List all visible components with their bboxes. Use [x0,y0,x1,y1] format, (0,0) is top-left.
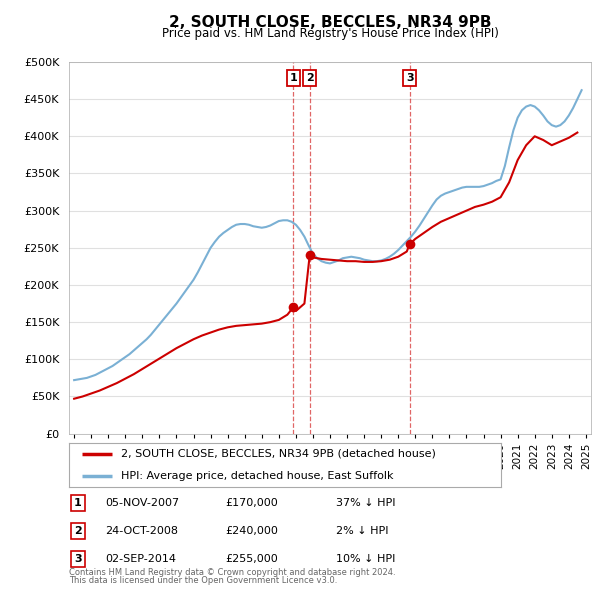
Text: 2: 2 [74,526,82,536]
Text: 1: 1 [74,498,82,507]
Text: 24-OCT-2008: 24-OCT-2008 [105,526,178,536]
Text: 1: 1 [289,73,297,83]
Text: 37% ↓ HPI: 37% ↓ HPI [336,498,395,507]
Text: 3: 3 [406,73,413,83]
Text: £240,000: £240,000 [225,526,278,536]
Text: This data is licensed under the Open Government Licence v3.0.: This data is licensed under the Open Gov… [69,576,337,585]
Text: £170,000: £170,000 [225,498,278,507]
Text: HPI: Average price, detached house, East Suffolk: HPI: Average price, detached house, East… [121,471,394,481]
Text: 2% ↓ HPI: 2% ↓ HPI [336,526,389,536]
Text: £255,000: £255,000 [225,555,278,564]
Text: 10% ↓ HPI: 10% ↓ HPI [336,555,395,564]
Text: 02-SEP-2014: 02-SEP-2014 [105,555,176,564]
Text: 05-NOV-2007: 05-NOV-2007 [105,498,179,507]
Text: 3: 3 [74,555,82,564]
Text: Price paid vs. HM Land Registry's House Price Index (HPI): Price paid vs. HM Land Registry's House … [161,27,499,40]
Text: 2, SOUTH CLOSE, BECCLES, NR34 9PB: 2, SOUTH CLOSE, BECCLES, NR34 9PB [169,15,491,30]
Text: Contains HM Land Registry data © Crown copyright and database right 2024.: Contains HM Land Registry data © Crown c… [69,568,395,577]
Text: 2, SOUTH CLOSE, BECCLES, NR34 9PB (detached house): 2, SOUTH CLOSE, BECCLES, NR34 9PB (detac… [121,448,436,458]
Text: 2: 2 [306,73,314,83]
